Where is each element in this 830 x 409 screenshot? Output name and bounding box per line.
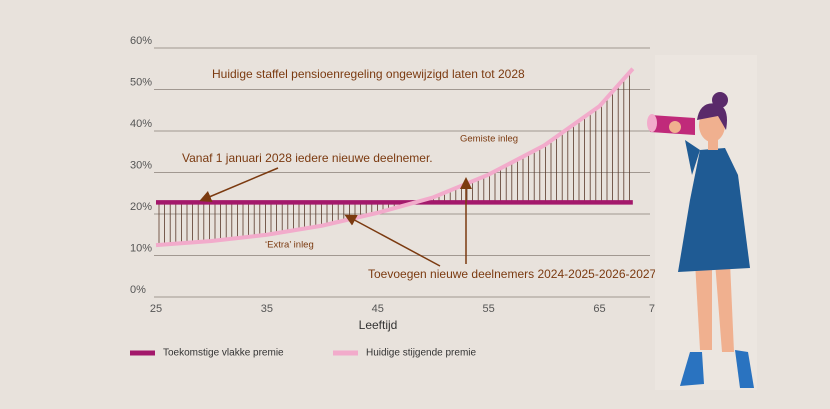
y-tick-label: 60% xyxy=(130,35,152,47)
x-tick-label: 65 xyxy=(593,303,605,315)
annotation: Vanaf 1 januari 2028 iedere nieuwe deeln… xyxy=(182,151,433,165)
series-line xyxy=(155,67,635,248)
y-tick-label: 20% xyxy=(130,201,152,213)
y-tick-label: 0% xyxy=(130,284,146,296)
x-tick-label: 35 xyxy=(261,303,273,315)
x-axis-label: Leeftijd xyxy=(359,318,398,332)
arrow xyxy=(344,214,441,267)
legend-label: Huidige stijgende premie xyxy=(366,348,477,359)
y-tick-label: 50% xyxy=(130,76,152,88)
annotation: Gemiste inleg xyxy=(460,134,518,145)
y-tick-label: 30% xyxy=(130,159,152,171)
annotation: ‘Extra’ inleg xyxy=(265,240,314,251)
legend-label: Toekomstige vlakke premie xyxy=(163,348,284,359)
x-tick-label: 25 xyxy=(150,303,162,315)
plot: 0%10%20%30%40%50%60%253545556570Toekomst… xyxy=(130,35,661,359)
y-tick-label: 40% xyxy=(130,118,152,130)
y-tick-label: 10% xyxy=(130,242,152,254)
illustration xyxy=(647,55,757,390)
arrow xyxy=(199,167,279,203)
x-tick-label: 55 xyxy=(483,303,495,315)
annotation: Toevoegen nieuwe deelnemers 2024-2025-20… xyxy=(368,267,657,281)
annotation: Huidige staffel pensioenregeling ongewij… xyxy=(212,67,525,81)
x-tick-label: 45 xyxy=(372,303,384,315)
